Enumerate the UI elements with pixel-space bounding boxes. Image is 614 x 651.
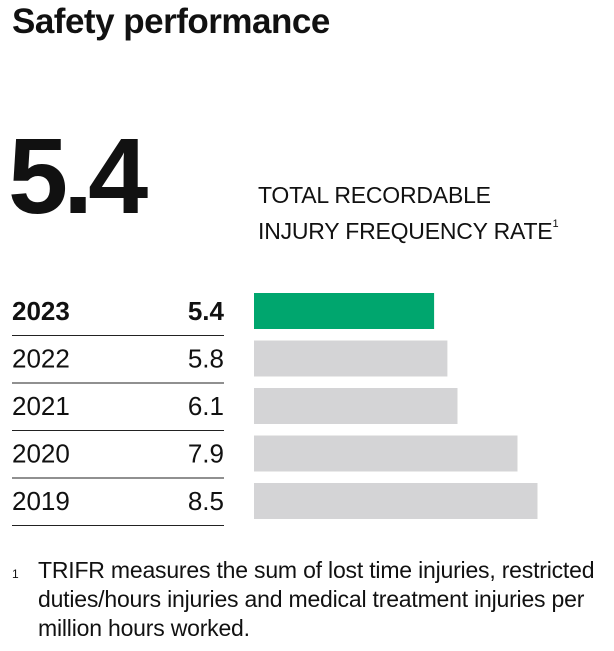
headline-value: 5.4 <box>8 115 148 236</box>
value-label: 7.9 <box>188 439 224 469</box>
bar <box>254 340 448 377</box>
trifr-bar-chart: 2023 5.4 2022 5.8 2021 6.1 2020 7.9 2019 8.5 <box>12 293 538 526</box>
year-label: 2019 <box>12 486 70 516</box>
bar <box>254 388 458 424</box>
footnote-text: TRIFR measures the sum of lost time inju… <box>38 557 595 641</box>
metric-label-line2-text: INJURY FREQUENCY RATE <box>258 218 553 244</box>
metric-label-line2: INJURY FREQUENCY RATE1 <box>258 210 559 246</box>
metric-label: TOTAL RECORDABLE INJURY FREQUENCY RATE1 <box>258 181 559 246</box>
bar <box>254 293 435 329</box>
bar <box>254 435 518 472</box>
metric-label-line1: TOTAL RECORDABLE <box>258 182 491 208</box>
year-label: 2022 <box>12 344 70 374</box>
metric-footnote-mark: 1 <box>552 218 559 230</box>
bar <box>254 483 538 519</box>
year-label: 2020 <box>12 439 70 469</box>
value-label: 5.8 <box>188 344 224 374</box>
value-label: 8.5 <box>188 486 224 516</box>
year-label: 2021 <box>12 391 70 421</box>
year-label: 2023 <box>12 296 70 326</box>
value-label: 5.4 <box>188 296 225 326</box>
page-title: Safety performance <box>12 2 330 41</box>
footnote-mark: 1 <box>12 567 19 581</box>
value-label: 6.1 <box>188 391 224 421</box>
